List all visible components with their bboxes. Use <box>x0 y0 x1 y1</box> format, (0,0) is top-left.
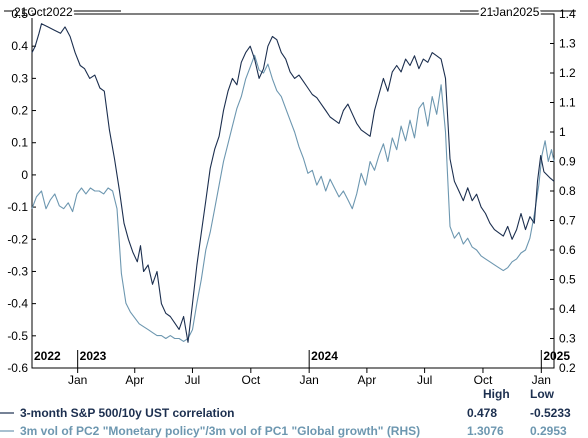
left-y-axis: 0.5 0.4 0.3 0.2 0.1 0 -0.1 -0.2 -0.3 -0.4 -0.5 -0.6 <box>7 7 36 375</box>
legend-label-correlation: 3-month S&P 500/10y UST correlation <box>20 406 235 420</box>
right-y-tick-label: 0.7 <box>559 214 576 228</box>
end-date-label: 21Jan2025 <box>480 5 540 19</box>
legend-low-vol-ratio: 0.2953 <box>530 424 567 438</box>
left-y-tick-label: 0.1 <box>11 136 28 150</box>
x-tick-label: Oct <box>474 373 493 387</box>
right-y-tick-label: 1.1 <box>559 96 576 110</box>
start-date-label: 21Oct2022 <box>14 5 73 19</box>
series-layer <box>31 23 555 343</box>
x-tick-label: Jul <box>185 373 200 387</box>
x-tick-label: Jul <box>417 373 432 387</box>
left-y-tick-label: 0.2 <box>11 104 28 118</box>
left-y-tick-label: -0.1 <box>7 200 28 214</box>
right-y-tick-label: 0.4 <box>559 302 576 316</box>
legend-low-correlation: -0.5233 <box>530 406 571 420</box>
left-y-tick-label: -0.5 <box>7 329 28 343</box>
year-label: 2024 <box>311 349 338 363</box>
right-y-tick-label: 0.5 <box>559 273 576 287</box>
right-y-tick-label: 0.6 <box>559 243 576 257</box>
x-tick-label: Oct <box>241 373 260 387</box>
plot-frame <box>31 13 555 369</box>
left-y-tick-label: -0.3 <box>7 264 28 278</box>
right-y-tick-label: 1.4 <box>559 7 576 21</box>
left-y-tick-label: 0.5 <box>11 7 28 21</box>
right-y-tick-label: 1 <box>559 125 566 139</box>
year-label: 2025 <box>543 349 570 363</box>
left-y-tick-label: -0.2 <box>7 232 28 246</box>
x-axis: Jan Apr Jul Oct Jan Apr Jul Oct Jan 2022 2023 2024 2… <box>31 349 570 387</box>
right-y-tick-label: 0.9 <box>559 155 576 169</box>
legend: High Low 3-month S&P 500/10y UST correla… <box>0 387 571 438</box>
legend-label-vol-ratio: 3m vol of PC2 "Monetary policy"/3m vol o… <box>20 424 420 438</box>
x-tick-label: Jan <box>532 373 551 387</box>
right-y-tick-label: 1.3 <box>559 37 576 51</box>
right-y-tick-label: 0.8 <box>559 184 576 198</box>
right-y-axis: 1.4 1.3 1.2 1.1 1 0.9 0.8 0.7 0.6 0.5 0.4 0.3 0.2 <box>550 7 576 375</box>
legend-header-high: High <box>483 387 510 401</box>
x-tick-label: Apr <box>358 373 377 387</box>
year-label: 2022 <box>34 349 61 363</box>
series-line-vol-ratio <box>31 54 555 342</box>
left-y-tick-label: -0.4 <box>7 297 28 311</box>
year-label: 2023 <box>80 349 107 363</box>
left-y-tick-label: 0.4 <box>11 39 28 53</box>
left-y-tick-label: 0.3 <box>11 71 28 85</box>
right-y-tick-label: 0.2 <box>559 361 576 375</box>
right-y-tick-label: 0.3 <box>559 332 576 346</box>
left-y-tick-label: 0 <box>21 168 28 182</box>
legend-header-low: Low <box>530 387 555 401</box>
x-tick-label: Apr <box>125 373 144 387</box>
left-y-tick-label: -0.6 <box>7 361 28 375</box>
series-line-correlation <box>31 23 555 343</box>
x-tick-label: Jan <box>299 373 318 387</box>
legend-high-correlation: 0.478 <box>467 406 497 420</box>
legend-high-vol-ratio: 1.3076 <box>467 424 504 438</box>
x-tick-label: Jan <box>68 373 87 387</box>
right-y-tick-label: 1.2 <box>559 66 576 80</box>
